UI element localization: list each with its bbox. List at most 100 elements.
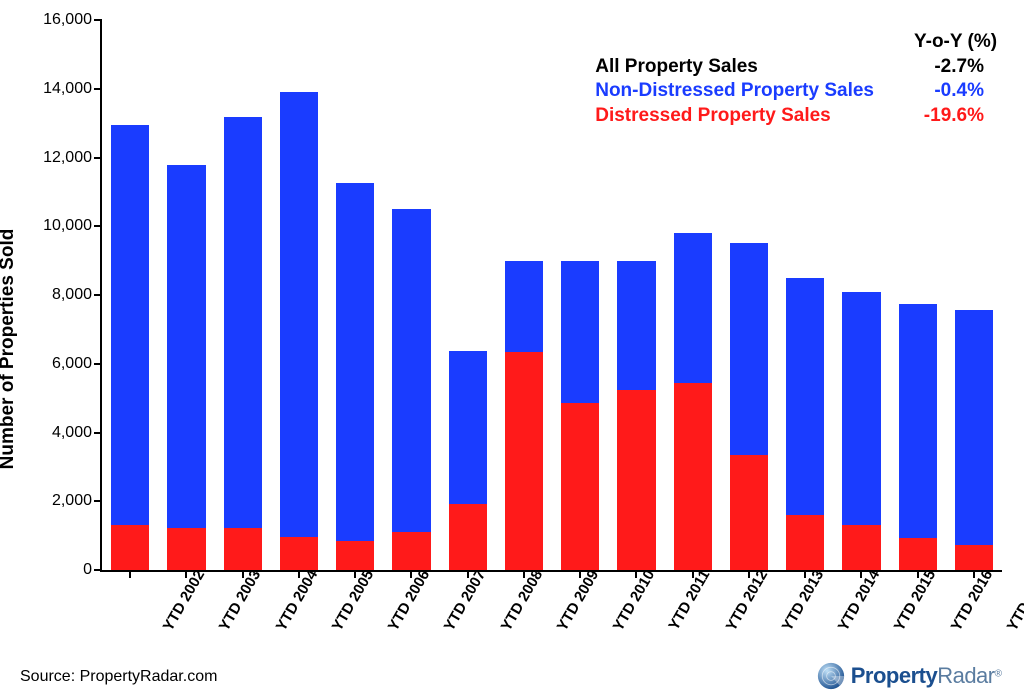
bar-segment	[899, 538, 937, 570]
x-tick-label: YTD 2002	[160, 567, 208, 634]
bar-group	[786, 278, 824, 570]
bar-group	[449, 351, 487, 570]
x-tick-label: YTD 2013	[779, 567, 827, 634]
x-tick-mark	[523, 570, 525, 578]
legend-header-row: Y-o-Y (%)	[595, 30, 984, 55]
brand-text: PropertyRadar®	[851, 663, 1002, 689]
bar-segment	[224, 117, 262, 528]
bar-group	[955, 310, 993, 570]
legend-row-name: Non-Distressed Property Sales	[595, 79, 874, 104]
bar-segment	[561, 403, 599, 570]
bar-segment	[955, 310, 993, 545]
y-tick-label: 12,000	[32, 149, 92, 167]
brand-radar-icon	[817, 662, 845, 690]
bar-group	[224, 117, 262, 570]
bar-segment	[786, 278, 824, 515]
legend: Y-o-Y (%) All Property Sales -2.7% Non-D…	[595, 30, 984, 129]
source-attribution: Source: PropertyRadar.com	[20, 668, 217, 686]
x-tick-label: YTD 2011	[666, 567, 714, 633]
y-tick-mark	[94, 432, 102, 434]
brand-text-part2: Radar	[937, 663, 994, 688]
y-tick-mark	[94, 19, 102, 21]
bar-segment	[167, 528, 205, 570]
bar-segment	[842, 292, 880, 526]
bar-segment	[336, 183, 374, 541]
legend-row-name: All Property Sales	[595, 55, 758, 80]
x-tick-label: YTD 2016	[947, 567, 995, 634]
bar-group	[167, 165, 205, 570]
x-tick-mark	[917, 570, 919, 578]
x-tick-label: YTD 2008	[497, 567, 545, 634]
y-tick-mark	[94, 363, 102, 365]
legend-row: Non-Distressed Property Sales -0.4%	[595, 79, 984, 104]
chart-container: Number of Properties Sold 0 2,000 4,000 6,0…	[0, 0, 1024, 698]
bar-segment	[899, 304, 937, 539]
legend-row: Distressed Property Sales -19.6%	[595, 104, 984, 129]
y-tick-label: 16,000	[32, 11, 92, 29]
y-tick-label: 14,000	[32, 80, 92, 98]
y-axis-title: Number of Properties Sold	[0, 229, 19, 470]
y-tick-label: 0	[32, 561, 92, 579]
bar-group	[730, 243, 768, 570]
y-tick-mark	[94, 88, 102, 90]
y-tick-label: 2,000	[32, 492, 92, 510]
y-tick-label: 4,000	[32, 424, 92, 442]
bar-segment	[111, 125, 149, 525]
y-tick-label: 8,000	[32, 286, 92, 304]
x-tick-mark	[692, 570, 694, 578]
bar-segment	[505, 261, 543, 352]
x-tick-label: YTD 2014	[835, 567, 883, 634]
bar-segment	[674, 383, 712, 570]
x-tick-label: YTD 2015	[891, 567, 939, 634]
x-tick-mark	[860, 570, 862, 578]
x-tick-mark	[242, 570, 244, 578]
y-tick-mark	[94, 225, 102, 227]
x-tick-label: YTD 2009	[554, 567, 602, 634]
x-tick-label: YTD 2006	[385, 567, 433, 634]
bar-segment	[955, 545, 993, 570]
bar-segment	[224, 528, 262, 570]
bar-group	[899, 304, 937, 570]
legend-row: All Property Sales -2.7%	[595, 55, 984, 80]
bar-group	[674, 233, 712, 570]
y-tick-mark	[94, 569, 102, 571]
brand-logo: PropertyRadar®	[817, 662, 1002, 690]
x-tick-label: YTD 2010	[610, 567, 658, 634]
legend-row-value: -19.6%	[914, 104, 984, 129]
y-tick-label: 6,000	[32, 355, 92, 373]
bar-segment	[730, 455, 768, 570]
y-tick-mark	[94, 294, 102, 296]
bar-segment	[617, 261, 655, 390]
x-tick-mark	[410, 570, 412, 578]
bar-group	[842, 292, 880, 570]
bar-group	[336, 183, 374, 570]
bar-segment	[730, 243, 768, 454]
x-tick-label: YTD 2012	[722, 567, 770, 634]
bar-segment	[449, 351, 487, 504]
bar-segment	[167, 165, 205, 528]
bar-group	[561, 261, 599, 570]
x-tick-mark	[185, 570, 187, 578]
x-tick-label: YTD 2003	[216, 567, 264, 634]
bar-segment	[674, 233, 712, 383]
bar-segment	[111, 525, 149, 570]
x-tick-mark	[467, 570, 469, 578]
bar-segment	[617, 390, 655, 570]
x-tick-label: YTD 2007	[441, 567, 489, 634]
x-tick-label: YTD 2004	[272, 567, 320, 634]
legend-row-name: Distressed Property Sales	[595, 104, 831, 129]
x-tick-mark	[804, 570, 806, 578]
legend-row-value: -0.4%	[914, 79, 984, 104]
bar-group	[111, 125, 149, 570]
x-tick-mark	[579, 570, 581, 578]
bar-segment	[392, 532, 430, 570]
bar-segment	[786, 515, 824, 570]
y-tick-mark	[94, 157, 102, 159]
x-tick-mark	[973, 570, 975, 578]
y-tick-mark	[94, 500, 102, 502]
bar-group	[505, 261, 543, 570]
legend-row-value: -2.7%	[914, 55, 984, 80]
bar-segment	[561, 261, 599, 404]
bar-group	[280, 92, 318, 570]
bar-group	[392, 209, 430, 570]
